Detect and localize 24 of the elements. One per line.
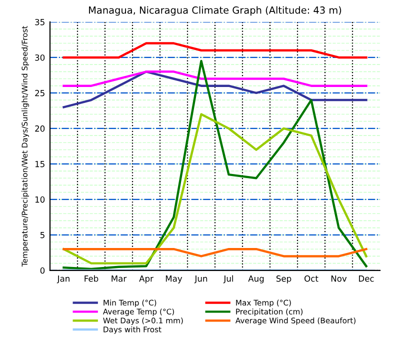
- x-tick-label: Oct: [304, 275, 318, 282]
- x-tick-label: Jun: [194, 276, 208, 284]
- x-tick-label: Jul: [223, 275, 233, 284]
- y-tick-label: 15: [35, 161, 44, 168]
- y-tick-label: 20: [35, 125, 45, 132]
- line-series: [62, 113, 368, 264]
- y-tick-label: 25: [35, 90, 44, 96]
- chart-title: Managua, Nicaragua Climate Graph (Altitude: 43 m): [89, 6, 342, 16]
- x-tick-label: Dec: [359, 276, 374, 282]
- x-tick-label: Mar: [112, 276, 127, 282]
- y-tick-label: 5: [40, 232, 44, 238]
- x-tick-label: Apr: [139, 276, 154, 284]
- x-tick-label: Jan: [56, 276, 70, 284]
- y-tick-label: 30: [35, 54, 45, 61]
- x-tick-label: May: [166, 276, 182, 284]
- y-tick-label: 35: [35, 18, 44, 26]
- y-tick-label: 10: [35, 196, 45, 203]
- x-tick-label: Aug: [248, 276, 264, 284]
- x-tick-label: Nov: [331, 276, 347, 282]
- x-tick-label: Sep: [276, 275, 292, 284]
- y-tick-label: 0: [40, 267, 45, 274]
- x-tick-label: Feb: [84, 275, 98, 282]
- line-series: [62, 70, 368, 108]
- line-series: [62, 60, 368, 270]
